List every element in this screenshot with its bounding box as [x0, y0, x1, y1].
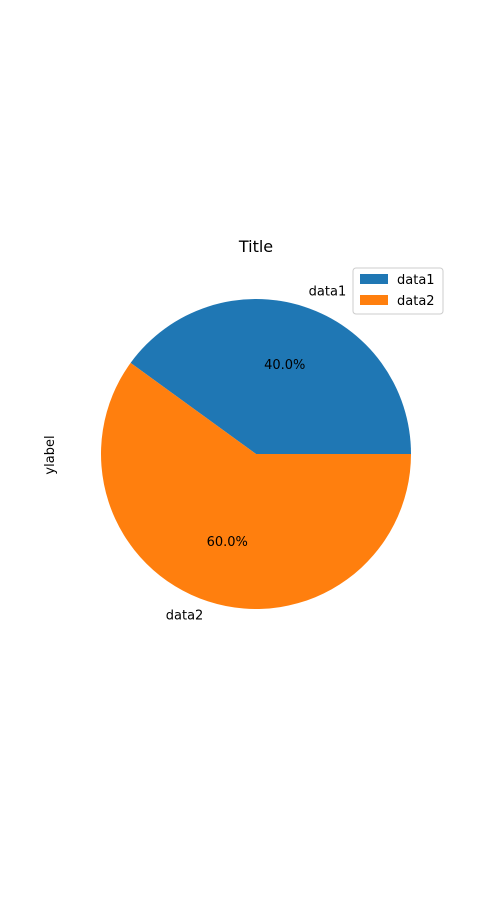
pie-slice-data2 [100, 362, 411, 609]
y-axis-label: ylabel [43, 435, 58, 474]
legend-label-data2: data2 [397, 294, 435, 309]
pie-slice-data1 [130, 299, 412, 454]
legend-label-data1: data1 [397, 273, 435, 288]
slice-label-data1: data1 [309, 284, 347, 299]
legend: data1 data2 [352, 267, 444, 315]
slice-label-data2: data2 [166, 609, 204, 624]
pie-slices [100, 299, 412, 609]
chart-title: Title [238, 237, 273, 256]
percent-label-data2: 60.0% [207, 535, 248, 550]
legend-swatch-data2 [360, 295, 388, 305]
percent-label-data1: 40.0% [264, 358, 305, 373]
legend-swatch-data1 [360, 274, 388, 284]
percent-labels: 40.0% 60.0% [207, 358, 306, 550]
slice-labels: data1 data2 [166, 284, 346, 623]
